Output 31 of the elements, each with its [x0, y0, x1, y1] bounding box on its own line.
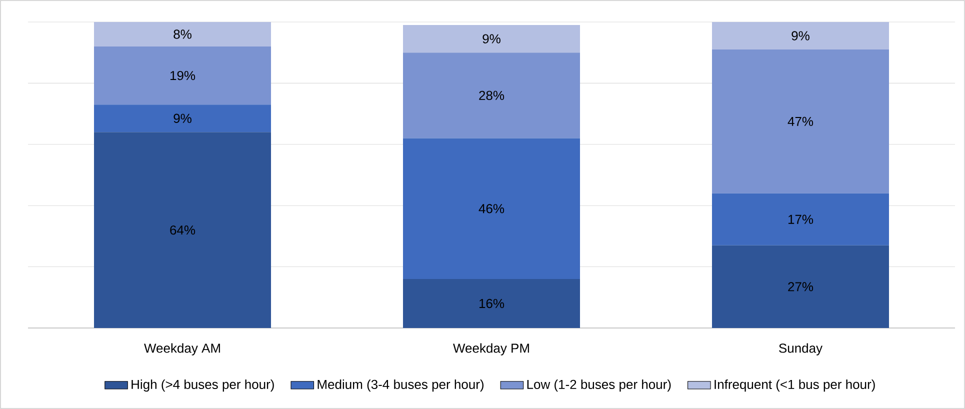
data-label: 47%: [788, 116, 814, 126]
x-tick-label: Weekday AM: [144, 343, 220, 356]
data-label: 19%: [170, 70, 196, 80]
data-label: 9%: [482, 34, 500, 44]
legend-label: Medium (3-4 buses per hour): [318, 379, 484, 392]
bar: [94, 46, 272, 105]
x-tick-label: Sunday: [779, 343, 823, 356]
bar: [403, 279, 580, 328]
data-label: 64%: [170, 225, 196, 235]
bar: [94, 22, 272, 46]
data-label: 9%: [792, 31, 810, 40]
x-tick-label: Weekday PM: [453, 343, 529, 356]
data-label: 8%: [174, 30, 192, 39]
legend-label: Infrequent (<1 bus per hour): [714, 379, 875, 392]
bar: [403, 52, 580, 138]
data-label: 17%: [788, 214, 814, 224]
data-label: 46%: [478, 204, 504, 214]
bar: [712, 193, 889, 246]
bar: [94, 104, 272, 132]
legend-label: Low (1-2 buses per hour): [527, 379, 671, 392]
bar: [712, 22, 889, 50]
bar: [403, 138, 580, 280]
data-label: 27%: [788, 282, 814, 292]
data-label: 9%: [174, 114, 192, 123]
bar: [403, 25, 580, 53]
legend-label: High (>4 buses per hour): [132, 379, 274, 392]
bar: [712, 245, 889, 328]
data-label: 28%: [479, 90, 504, 100]
data-label: 16%: [479, 298, 504, 308]
bar: [94, 132, 272, 328]
bar: [712, 50, 889, 194]
